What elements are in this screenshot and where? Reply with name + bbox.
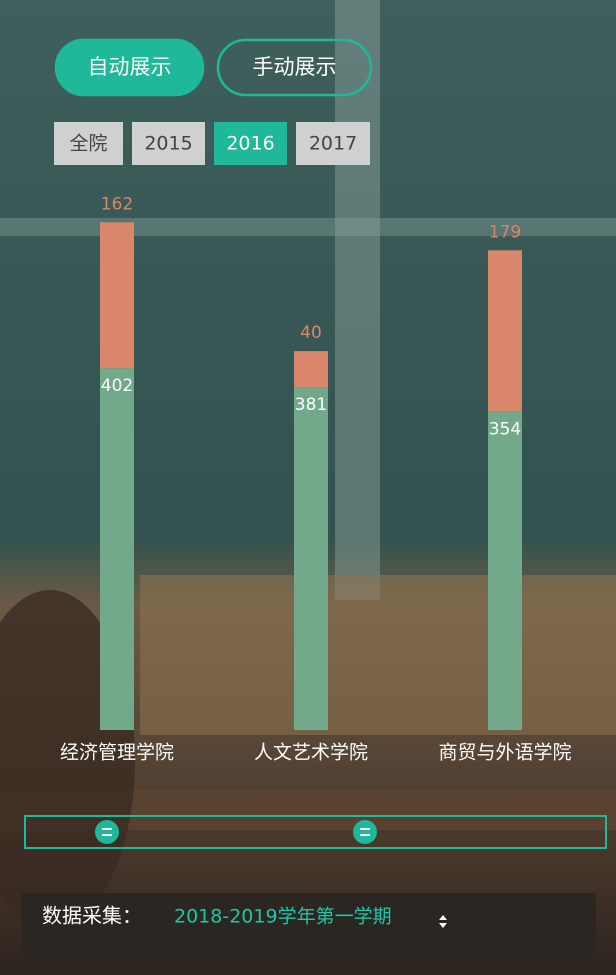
bar-segment — [488, 411, 522, 730]
year-tab-label: 2015 — [144, 133, 192, 155]
footer-label: 数据采集： — [42, 904, 142, 928]
category-label: 人文艺术学院 — [254, 742, 368, 764]
mode-button-label: 自动展示 — [88, 55, 172, 79]
bar-segment — [100, 368, 134, 730]
value-label: 402 — [101, 376, 133, 396]
term-selector[interactable]: 2018-2019学年第一学期 — [174, 906, 392, 928]
slider-handle[interactable] — [353, 820, 377, 844]
value-label: 162 — [101, 194, 133, 214]
mode-button-label: 手动展示 — [253, 55, 337, 79]
value-label: 354 — [489, 419, 521, 439]
bar-segment — [488, 250, 522, 411]
category-label: 经济管理学院 — [60, 742, 174, 764]
year-tab-label: 2017 — [309, 133, 357, 155]
bar-segment — [294, 351, 328, 387]
value-label: 381 — [295, 395, 327, 415]
year-tab-label: 2016 — [226, 133, 274, 155]
desk — [140, 575, 616, 735]
page: {"buttons": ["自动展示", "手动展示"], "active_bu… — [0, 0, 616, 975]
bar-segment — [100, 222, 134, 368]
bar-segment — [294, 387, 328, 730]
value-label: 179 — [489, 222, 521, 242]
category-label: 商贸与外语学院 — [438, 742, 571, 764]
value-label: 40 — [300, 323, 322, 343]
window-frame — [0, 218, 616, 236]
slider-handle[interactable] — [95, 820, 119, 844]
year-tab-label: 全院 — [69, 133, 107, 155]
screen: 自动展示 手动展示 全院 2015 2016 2017 402 162 经济管理学院 381 4… — [0, 0, 616, 975]
